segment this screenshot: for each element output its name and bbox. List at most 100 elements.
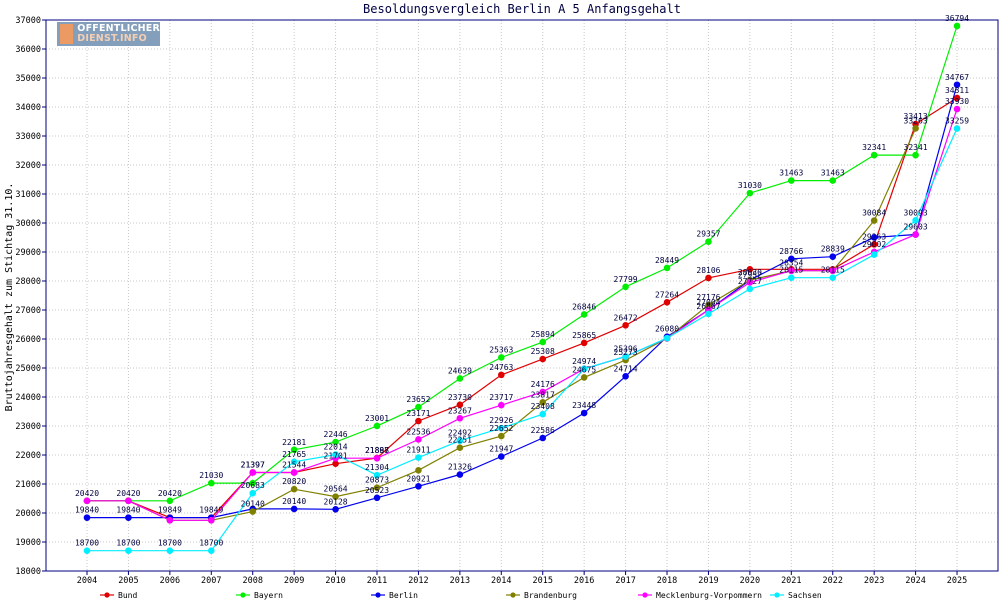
data-label: 27727 [738,277,762,286]
data-point [912,125,919,132]
data-label: 29263 [862,232,886,241]
data-label: 20140 [241,500,265,509]
data-label: 21304 [365,463,389,472]
data-label: 28839 [821,245,845,254]
y-tick-label: 25000 [15,364,41,374]
data-point [788,177,795,184]
legend-label: Bund [118,591,137,600]
data-point [249,489,257,497]
data-label: 25865 [572,331,596,340]
data-label: 22492 [448,429,472,438]
data-point [788,255,795,263]
data-label: 20820 [282,477,306,486]
data-label: 24714 [614,364,638,373]
data-label: 30084 [862,209,886,218]
y-tick-label: 28000 [15,277,41,287]
data-point [953,22,961,30]
data-label: 19849 [199,506,223,515]
y-tick-label: 36000 [15,45,41,55]
data-point [373,494,381,502]
data-label: 32341 [904,143,928,152]
data-label: 34767 [945,73,969,82]
data-point [622,322,629,329]
data-label: 27264 [655,290,679,299]
data-label: 31463 [821,169,845,178]
data-point [870,151,878,159]
data-point [870,234,878,241]
data-label: 24974 [572,357,596,366]
data-point [456,401,464,409]
data-point [415,436,422,443]
data-label: 21326 [448,463,472,472]
data-point [788,267,795,275]
data-label: 20128 [324,497,348,506]
x-tick-label: 2005 [118,576,138,586]
data-label: 29357 [696,230,720,239]
data-point [498,424,505,432]
tick-labels: 18000 19000 20000 21000 22000 23000 24000 25000… [15,16,967,586]
data-label: 21911 [406,446,430,455]
data-label: 22536 [406,427,430,436]
data-label: 21947 [489,445,513,454]
y-tick-label: 30000 [15,219,41,229]
data-point [539,355,547,363]
data-point [290,485,298,493]
data-label: 33263 [904,116,928,125]
data-point [456,414,464,422]
data-point [249,508,257,515]
x-tick-label: 2023 [864,576,884,586]
data-label: 18700 [116,539,140,548]
data-label: 19849 [158,506,182,515]
data-label: 30093 [904,208,928,217]
data-point [207,479,215,487]
data-label: 20523 [365,486,389,495]
y-tick-label: 32000 [15,161,41,171]
data-label: 27004 [696,298,720,307]
data-point [415,417,422,425]
data-label: 27952 [738,270,762,279]
data-label: 24639 [448,366,472,375]
data-label: 23001 [365,414,389,423]
data-point [83,514,91,521]
series-berlin [83,81,961,521]
data-point [332,460,339,467]
data-point [539,338,547,346]
data-label: 23171 [406,409,430,418]
data-label: 28115 [821,266,845,275]
data-point [829,177,837,184]
data-point [373,422,381,430]
data-label: 33413 [904,112,928,121]
data-point [746,279,754,286]
series-bund [83,94,961,521]
data-point [539,399,547,406]
data-label: 23448 [572,401,596,410]
x-tick-label: 2022 [822,576,842,586]
legend-marker [642,592,648,598]
legend-marker [510,592,516,598]
data-point [415,482,422,490]
data-label: 20420 [158,489,182,498]
legend-marker [375,592,381,598]
data-label: 33259 [945,116,969,125]
data-point [498,401,505,409]
x-tick-label: 2025 [947,576,967,586]
data-point [663,334,671,342]
data-point [332,438,339,446]
x-tick-label: 2007 [201,576,221,586]
logo-mark-icon [60,24,74,44]
data-point [249,469,257,476]
data-label: 24176 [531,380,555,389]
offentlicher-dienst-logo: OFFENTLICHER DIENST.INFO [57,22,160,46]
data-point [953,105,961,113]
data-label: 21397 [241,460,265,469]
data-label: 28030 [738,268,762,277]
data-point [125,497,132,505]
data-label: 23717 [489,393,513,402]
data-point [622,283,629,291]
data-point [456,471,464,478]
y-tick-label: 18000 [15,567,41,577]
data-label: 26846 [572,302,596,311]
legend-item: Mecklenburg-Vorpommern [638,591,762,600]
axes [42,19,999,575]
x-tick-label: 2004 [77,576,97,586]
